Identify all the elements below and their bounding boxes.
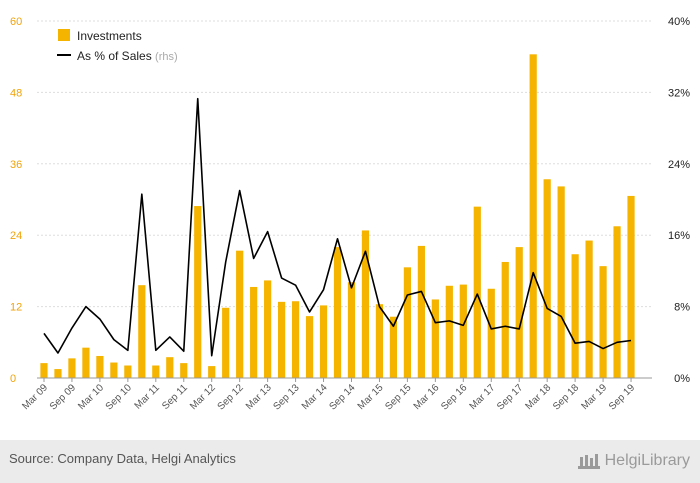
- bar-investments[interactable]: [459, 284, 467, 378]
- y-tick-left: 48: [10, 87, 22, 99]
- y-tick-right: 32%: [668, 87, 690, 99]
- footer: Source: Company Data, Helgi Analytics He…: [0, 440, 700, 483]
- x-tick-label: Mar 16: [412, 382, 442, 412]
- bar-investments[interactable]: [68, 358, 76, 378]
- bar-investments[interactable]: [96, 355, 104, 378]
- x-tick-label: Sep 19: [607, 382, 637, 412]
- bar-investments[interactable]: [473, 206, 481, 378]
- y-tick-left: 60: [10, 16, 22, 28]
- bar-investments[interactable]: [613, 226, 621, 378]
- y-tick-right: 8%: [674, 302, 690, 314]
- bar-investments[interactable]: [194, 206, 202, 378]
- x-tick-label: Sep 10: [104, 382, 134, 412]
- bar-investments[interactable]: [250, 286, 258, 378]
- bar-investments[interactable]: [445, 285, 453, 378]
- bar-investments[interactable]: [264, 280, 272, 378]
- x-tick-label: Sep 09: [48, 382, 78, 412]
- bar-investments[interactable]: [54, 369, 62, 378]
- bar-investments[interactable]: [152, 365, 160, 378]
- legend-label-pct-of-sales: As % of Sales (rhs): [77, 49, 178, 63]
- x-tick-label: Mar 12: [188, 382, 218, 412]
- bar-investments[interactable]: [138, 285, 146, 378]
- bar-investments[interactable]: [180, 363, 188, 378]
- x-tick-label: Sep 16: [439, 382, 469, 412]
- bar-investments[interactable]: [431, 299, 439, 378]
- x-tick-label: Sep 13: [272, 382, 302, 412]
- bar-investments[interactable]: [375, 304, 384, 378]
- bar-investments[interactable]: [389, 316, 398, 378]
- bar-investments[interactable]: [585, 240, 593, 378]
- bar-investments[interactable]: [599, 266, 607, 378]
- x-tick-label: Mar 13: [244, 382, 274, 412]
- line-pct-of-sales[interactable]: [43, 97, 632, 357]
- bar-investments[interactable]: [557, 186, 565, 378]
- bar-investments[interactable]: [319, 305, 328, 378]
- x-tick-label: Sep 17: [495, 382, 525, 412]
- legend-label-rhs: (rhs): [155, 51, 178, 63]
- bar-investments[interactable]: [501, 261, 509, 378]
- bar-investments[interactable]: [208, 366, 216, 378]
- bar-investments[interactable]: [529, 54, 537, 378]
- y-tick-right: 24%: [668, 159, 690, 171]
- bar-investments[interactable]: [347, 282, 356, 378]
- bar-investments[interactable]: [403, 267, 411, 378]
- brand[interactable]: HelgiLibrary: [577, 450, 690, 472]
- x-tick-label: Sep 18: [551, 382, 581, 412]
- bar-investments[interactable]: [515, 247, 523, 378]
- x-tick-label: Sep 14: [327, 382, 357, 412]
- y-tick-right: 40%: [668, 16, 690, 28]
- bar-investments[interactable]: [487, 288, 495, 378]
- x-tick-label: Mar 14: [300, 382, 330, 412]
- legend-label-investments: Investments: [77, 29, 142, 43]
- x-tick-label: Sep 11: [160, 382, 190, 412]
- x-tick-label: Mar 10: [76, 382, 106, 412]
- bar-investments[interactable]: [305, 316, 314, 378]
- bar-investments[interactable]: [361, 230, 370, 378]
- x-tick-label: Mar 09: [20, 382, 50, 412]
- x-tick-label: Mar 19: [579, 382, 609, 412]
- y-tick-left: 36: [10, 159, 22, 171]
- y-tick-left: 24: [10, 230, 22, 242]
- x-tick-label: Sep 12: [216, 382, 246, 412]
- bar-investments[interactable]: [278, 301, 286, 378]
- bar-investments[interactable]: [166, 357, 174, 378]
- bar-investments[interactable]: [124, 365, 132, 378]
- bar-investments[interactable]: [543, 179, 551, 378]
- x-tick-label: Mar 17: [468, 382, 498, 412]
- x-tick-label: Sep 15: [383, 382, 413, 412]
- x-tick-label: Mar 18: [524, 382, 554, 412]
- x-tick-label: Mar 15: [356, 382, 386, 412]
- bar-investments[interactable]: [40, 363, 48, 378]
- bar-investments[interactable]: [222, 307, 230, 378]
- y-tick-right: 16%: [668, 230, 690, 242]
- x-tick-label: Mar 11: [133, 382, 163, 412]
- bar-investments[interactable]: [110, 362, 118, 378]
- y-tick-left: 12: [10, 302, 22, 314]
- bar-investments[interactable]: [571, 254, 579, 378]
- bar-investments[interactable]: [236, 250, 244, 378]
- bar-investments[interactable]: [417, 245, 425, 378]
- y-tick-left: 0: [10, 373, 16, 385]
- bar-investments[interactable]: [82, 347, 90, 378]
- legend-swatch-investments: [58, 29, 70, 41]
- bar-investments[interactable]: [291, 301, 300, 378]
- y-tick-right: 0%: [674, 373, 690, 385]
- bar-investments[interactable]: [333, 247, 342, 378]
- bar-investments[interactable]: [627, 195, 635, 378]
- brand-name: HelgiLibrary: [604, 452, 690, 469]
- library-icon: [577, 454, 600, 469]
- source-text: Source: Company Data, Helgi Analytics: [9, 451, 236, 466]
